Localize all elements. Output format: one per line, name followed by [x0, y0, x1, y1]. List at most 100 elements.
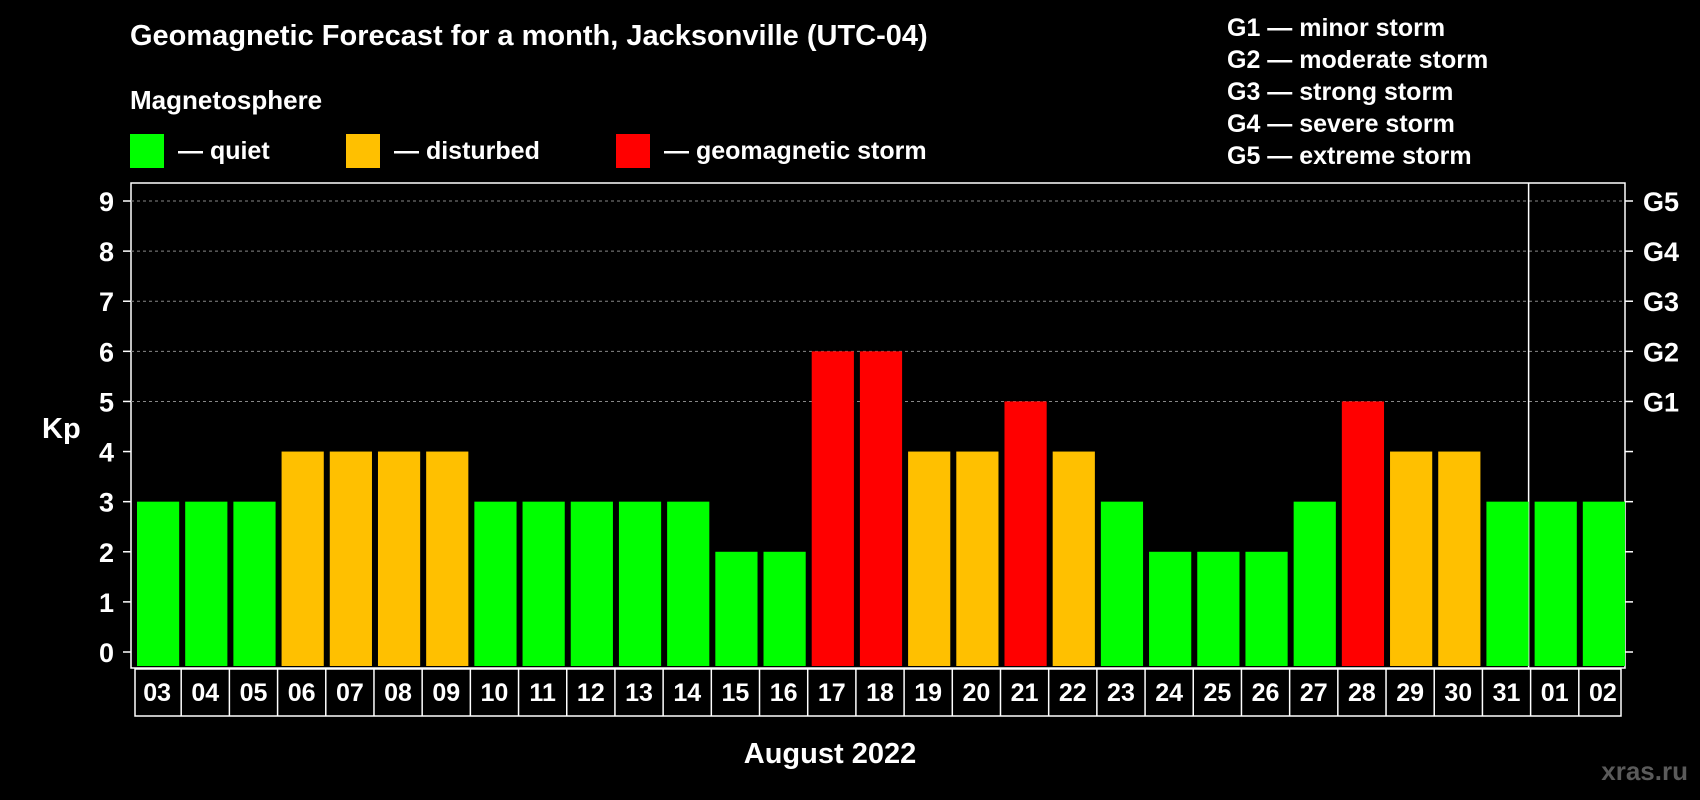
x-tick-label-25: 25 — [1203, 679, 1231, 707]
x-tick-label-13: 13 — [625, 679, 653, 707]
right-axis-label-g4: G4 — [1643, 237, 1679, 267]
bar-22 — [1052, 451, 1095, 666]
y-tick-label: 2 — [99, 538, 114, 568]
legend-item-storm: — geomagnetic storm — [616, 134, 927, 168]
x-tick-label-10: 10 — [481, 679, 509, 707]
y-tick-label: 8 — [99, 237, 114, 267]
x-tick-label-16: 16 — [770, 679, 798, 707]
right-axis-label-g1: G1 — [1643, 387, 1679, 417]
y-tick-label: 3 — [99, 488, 114, 518]
bar-12 — [570, 501, 613, 666]
x-tick-label-03: 03 — [143, 679, 171, 707]
bar-08 — [377, 451, 421, 666]
x-tick-label-24: 24 — [1155, 679, 1183, 707]
right-axis-label-g2: G2 — [1643, 337, 1679, 367]
x-tick-label-27: 27 — [1300, 679, 1328, 707]
right-axis-label-g5: G5 — [1643, 187, 1679, 217]
y-tick-label: 6 — [99, 337, 114, 367]
x-tick-label-05: 05 — [240, 679, 268, 707]
legend-label-storm: — geomagnetic storm — [664, 136, 927, 165]
y-tick-label: 5 — [99, 387, 114, 417]
legend-swatch-disturbed — [346, 134, 380, 168]
x-tick-label-12: 12 — [577, 679, 605, 707]
storm-scale-legend: G1 — minor storm G2 — moderate storm G3 … — [1227, 12, 1488, 172]
x-tick-label-15: 15 — [722, 679, 750, 707]
bar-14 — [667, 501, 710, 666]
bar-02 — [1582, 501, 1625, 666]
bar-23 — [1100, 501, 1144, 666]
y-axis-label: Kp — [42, 413, 81, 445]
x-tick-label-20: 20 — [962, 679, 990, 707]
bar-01 — [1534, 501, 1577, 666]
bar-18 — [859, 351, 903, 666]
bar-27 — [1293, 501, 1336, 666]
bar-11 — [522, 501, 565, 666]
x-tick-label-17: 17 — [818, 679, 846, 707]
bar-25 — [1197, 551, 1240, 666]
y-tick-label: 7 — [99, 287, 114, 317]
y-tick-label: 4 — [99, 438, 114, 468]
bar-07 — [329, 451, 372, 666]
x-tick-label-19: 19 — [914, 679, 942, 707]
y-tick-label: 9 — [99, 187, 114, 217]
x-tick-label-28: 28 — [1348, 679, 1376, 707]
x-tick-label-09: 09 — [432, 679, 460, 707]
storm-scale-g4: G4 — severe storm — [1227, 110, 1455, 138]
bar-10 — [474, 501, 517, 666]
x-tick-label-08: 08 — [384, 679, 412, 707]
x-tick-label-29: 29 — [1396, 679, 1424, 707]
bar-31 — [1486, 501, 1529, 666]
x-tick-label-02: 02 — [1589, 679, 1617, 707]
watermark: xras.ru — [1601, 756, 1688, 786]
bar-17 — [811, 351, 854, 666]
bar-03 — [137, 501, 180, 666]
legend-item-quiet: — quiet — [130, 134, 270, 168]
bar-26 — [1245, 551, 1288, 666]
legend-item-disturbed: — disturbed — [346, 134, 540, 168]
x-tick-label-11: 11 — [529, 679, 556, 707]
x-tick-label-04: 04 — [191, 679, 219, 707]
bar-13 — [618, 501, 662, 666]
x-tick-label-01: 01 — [1541, 679, 1569, 707]
storm-scale-g1: G1 — minor storm — [1227, 14, 1446, 42]
bar-30 — [1438, 451, 1481, 666]
bar-19 — [908, 451, 951, 666]
x-tick-label-06: 06 — [288, 679, 316, 707]
bar-15 — [715, 551, 758, 666]
bar-28 — [1341, 401, 1385, 666]
x-tick-label-07: 07 — [336, 679, 364, 707]
bar-16 — [763, 551, 806, 666]
bar-04 — [185, 501, 228, 666]
legend-label-disturbed: — disturbed — [394, 136, 540, 165]
x-axis-label: August 2022 — [744, 738, 916, 770]
right-axis-label-g3: G3 — [1643, 287, 1679, 317]
x-tick-label-14: 14 — [673, 679, 701, 707]
bar-09 — [426, 451, 469, 666]
category-label-box — [134, 668, 1622, 717]
bar-06 — [281, 451, 324, 666]
x-tick-label-21: 21 — [1011, 679, 1039, 707]
plot-frame — [130, 182, 1626, 669]
storm-scale-g5: G5 — extreme storm — [1227, 142, 1472, 170]
chart-title: Geomagnetic Forecast for a month, Jackso… — [130, 20, 928, 52]
legend-swatch-storm — [616, 134, 650, 168]
bar-05 — [233, 501, 276, 666]
legend-label-quiet: — quiet — [178, 136, 270, 165]
bar-24 — [1149, 551, 1192, 666]
bar-21 — [1004, 401, 1047, 666]
y-tick-label: 0 — [99, 638, 114, 668]
bar-29 — [1390, 451, 1433, 666]
x-tick-label-31: 31 — [1493, 679, 1521, 707]
x-tick-label-26: 26 — [1252, 679, 1280, 707]
x-tick-label-23: 23 — [1107, 679, 1135, 707]
x-tick-label-22: 22 — [1059, 679, 1087, 707]
x-tick-label-18: 18 — [866, 679, 894, 707]
y-tick-label: 1 — [99, 588, 114, 618]
legend-swatch-quiet — [130, 134, 164, 168]
bar-20 — [956, 451, 999, 666]
storm-scale-g3: G3 — strong storm — [1227, 78, 1454, 106]
legend-heading: Magnetosphere — [130, 85, 323, 115]
x-tick-label-30: 30 — [1444, 679, 1472, 707]
storm-scale-g2: G2 — moderate storm — [1227, 46, 1489, 74]
